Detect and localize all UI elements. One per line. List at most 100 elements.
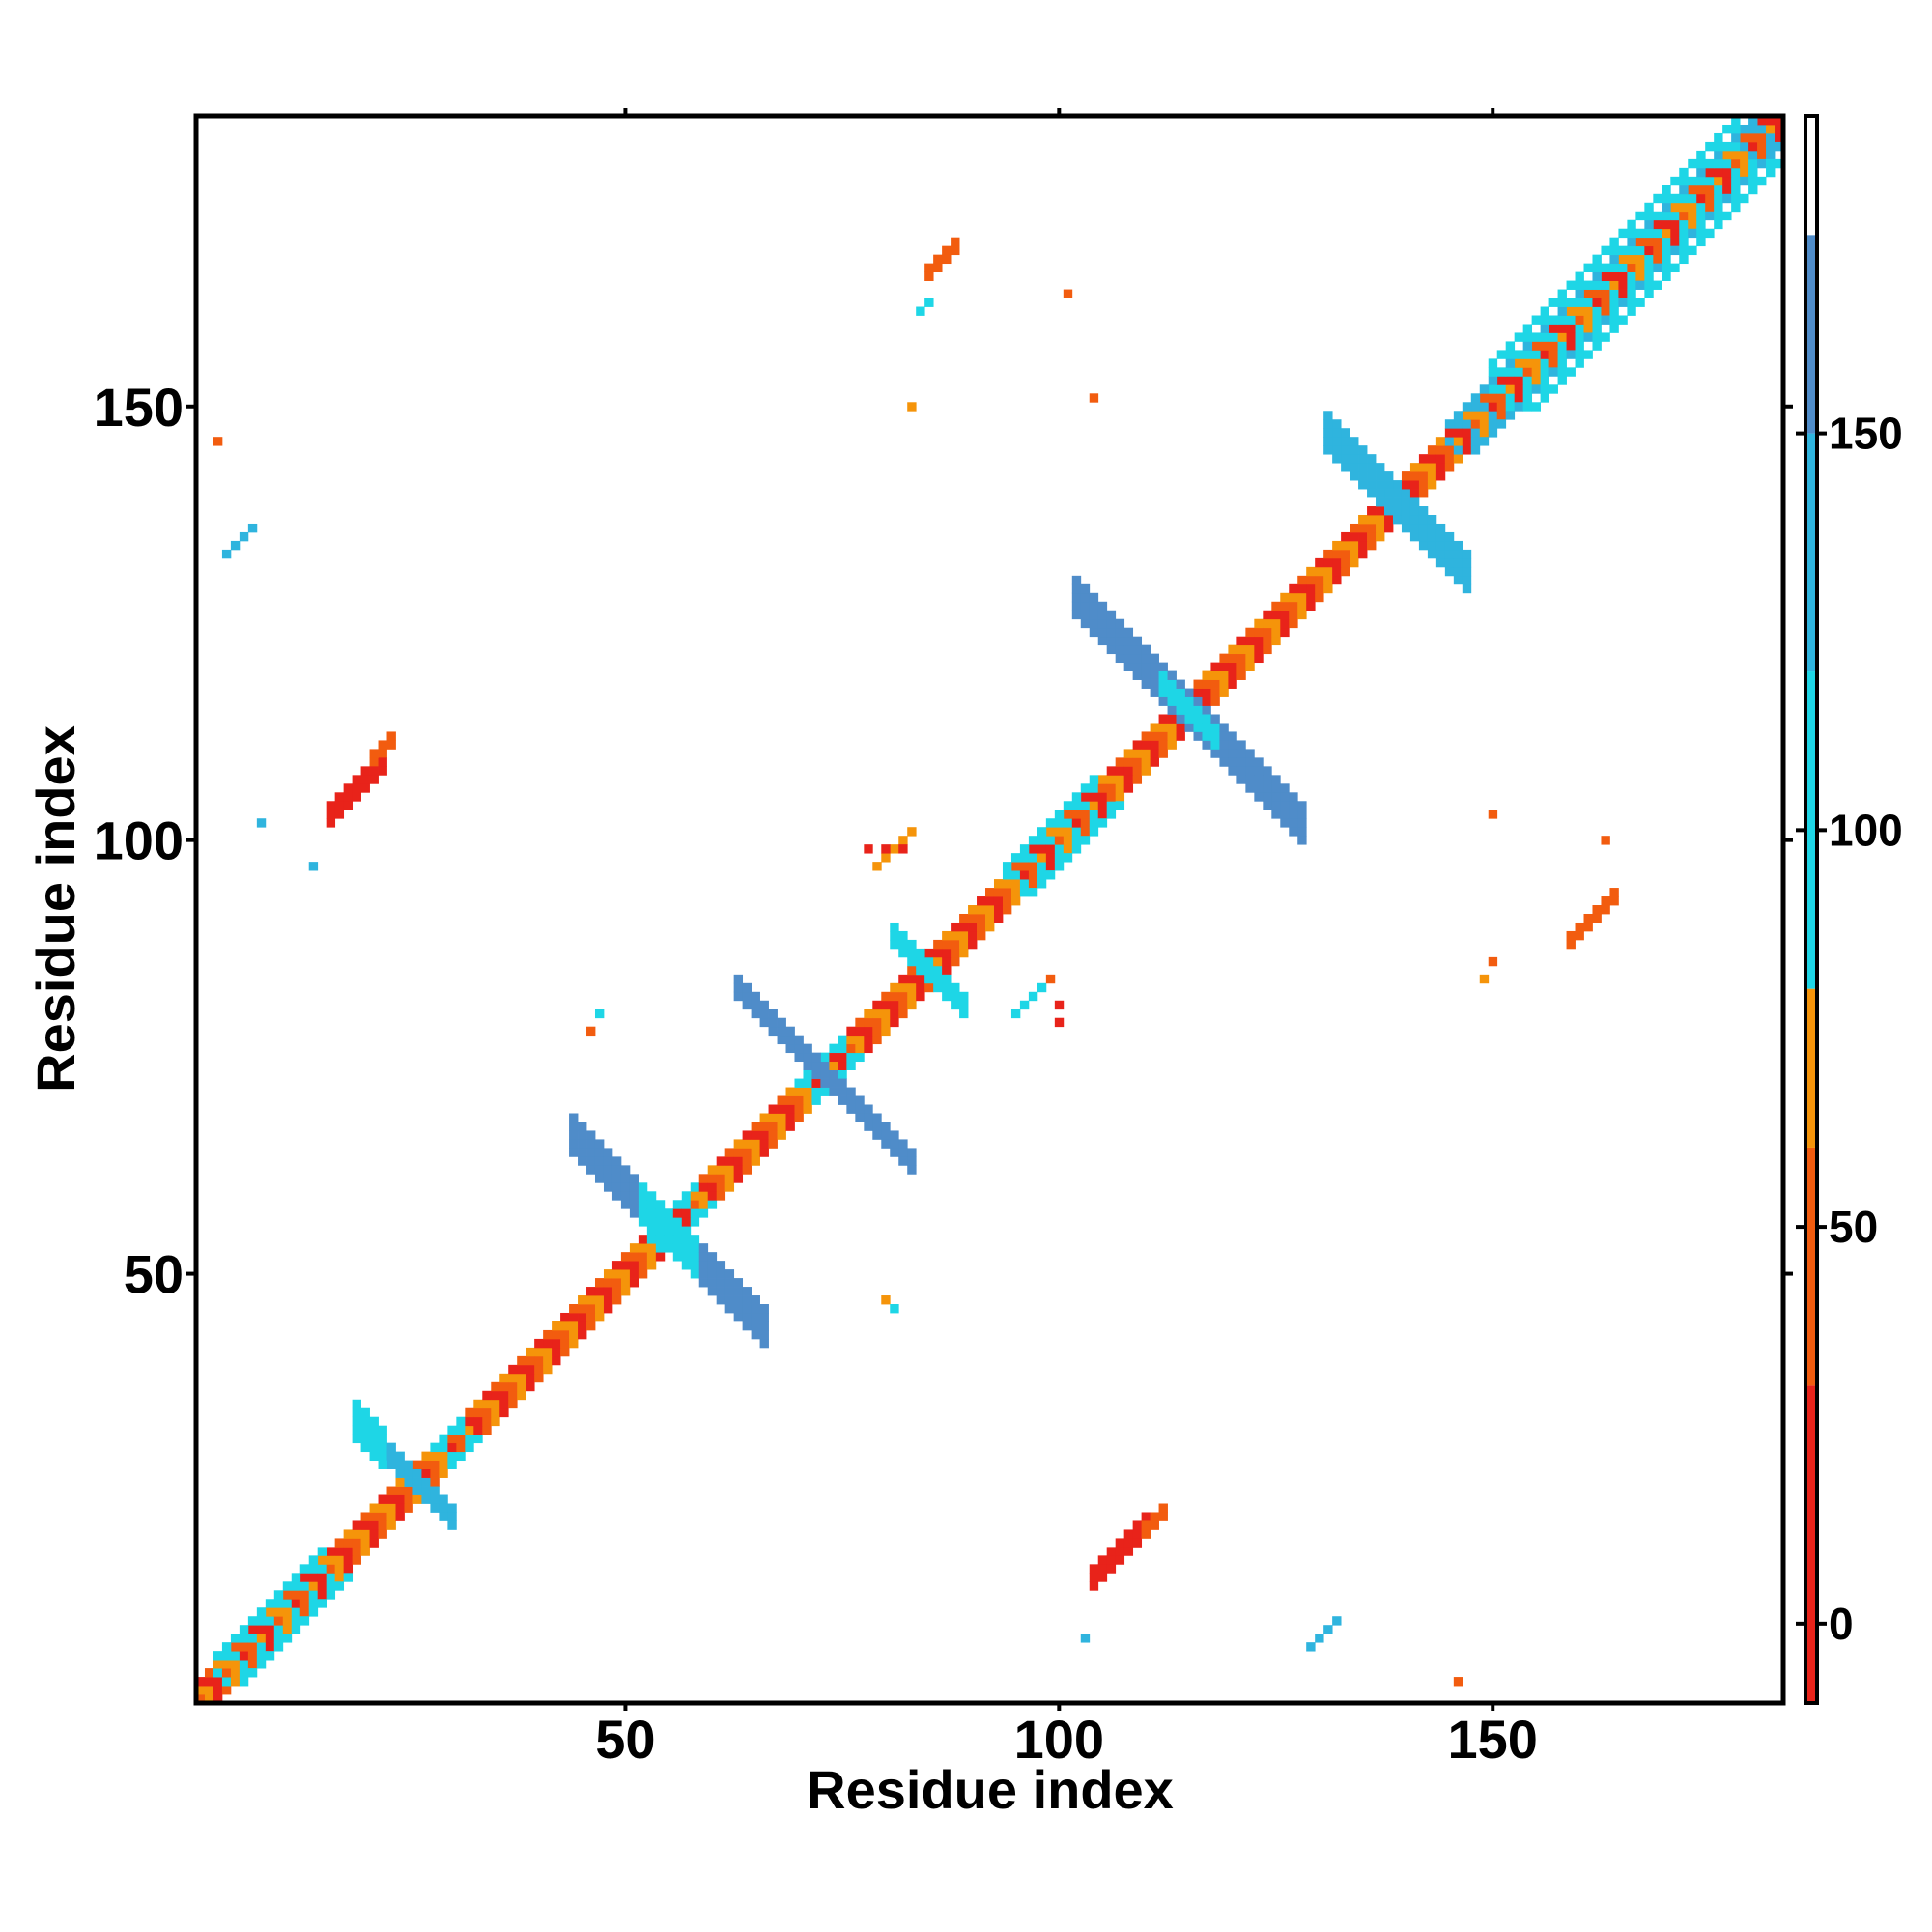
heatmap-cell bbox=[1297, 810, 1307, 819]
heatmap-cell bbox=[890, 1148, 899, 1157]
heatmap-cell bbox=[611, 1278, 622, 1288]
heatmap-cell bbox=[951, 956, 960, 967]
heatmap-cell bbox=[594, 1174, 605, 1183]
heatmap-cell bbox=[1271, 618, 1281, 629]
heatmap-cell bbox=[655, 1208, 666, 1218]
heatmap-cell bbox=[881, 1295, 891, 1305]
heatmap-cell bbox=[334, 1564, 345, 1574]
heatmap-cell bbox=[1592, 263, 1602, 273]
heatmap-cell bbox=[560, 1329, 570, 1340]
heatmap-cell bbox=[1462, 445, 1472, 455]
heatmap-cell bbox=[672, 1226, 683, 1236]
heatmap-cell bbox=[993, 879, 1004, 889]
heatmap-cell bbox=[968, 939, 978, 950]
heatmap-cell bbox=[977, 905, 986, 915]
heatmap-cell bbox=[1583, 332, 1593, 342]
heatmap-cell bbox=[1548, 358, 1558, 368]
heatmap-cell bbox=[386, 731, 396, 741]
heatmap-cell bbox=[1427, 540, 1437, 551]
heatmap-cell bbox=[299, 1581, 310, 1591]
heatmap-cell bbox=[560, 1347, 570, 1357]
heatmap-cell bbox=[1714, 141, 1723, 152]
heatmap-cell bbox=[846, 1104, 856, 1114]
heatmap-cell bbox=[1627, 219, 1636, 230]
heatmap-cell bbox=[1427, 480, 1437, 490]
heatmap-cell bbox=[1592, 289, 1602, 298]
heatmap-cell bbox=[1280, 783, 1290, 793]
heatmap-cell bbox=[1063, 836, 1073, 845]
heatmap-cell bbox=[369, 1425, 379, 1435]
heatmap-cell bbox=[230, 1651, 241, 1661]
heatmap-cell bbox=[1071, 575, 1082, 585]
heatmap-cell bbox=[638, 1182, 648, 1192]
heatmap-cell bbox=[1670, 263, 1680, 273]
heatmap-cell bbox=[1540, 306, 1549, 316]
heatmap-cell bbox=[1540, 358, 1549, 368]
heatmap-cell bbox=[1367, 531, 1377, 542]
heatmap-cell bbox=[1289, 818, 1298, 828]
heatmap-cell bbox=[1627, 298, 1636, 307]
heatmap-cell bbox=[526, 1381, 535, 1392]
heatmap-cell bbox=[1202, 705, 1211, 715]
heatmap-cell bbox=[1028, 844, 1038, 854]
heatmap-cell bbox=[846, 1026, 856, 1037]
heatmap-cell bbox=[1748, 167, 1758, 178]
heatmap-cell bbox=[482, 1407, 492, 1418]
heatmap-cell bbox=[1679, 193, 1689, 204]
heatmap-cell bbox=[1132, 653, 1143, 664]
heatmap-cell bbox=[1496, 350, 1507, 359]
heatmap-cell bbox=[1280, 610, 1290, 620]
heatmap-cell bbox=[898, 930, 908, 941]
heatmap-cell bbox=[1540, 384, 1549, 394]
heatmap-cell bbox=[282, 1625, 293, 1634]
heatmap-cell bbox=[898, 1009, 908, 1019]
colorbar-tick-label: 150 bbox=[1829, 409, 1903, 459]
heatmap-cell bbox=[846, 1043, 856, 1054]
heatmap-cell bbox=[1045, 862, 1056, 871]
heatmap-cell bbox=[343, 801, 354, 810]
heatmap-cell bbox=[1635, 237, 1645, 247]
colorbar-band bbox=[1805, 1147, 1817, 1386]
heatmap-cell bbox=[951, 939, 960, 950]
heatmap-cell bbox=[1150, 757, 1159, 767]
heatmap-cell bbox=[1453, 411, 1463, 420]
x-tick-label: 150 bbox=[1448, 1709, 1538, 1770]
heatmap-cell bbox=[690, 1200, 700, 1209]
heatmap-cell bbox=[369, 775, 379, 784]
heatmap-cell bbox=[1488, 810, 1498, 819]
heatmap-cell bbox=[864, 1104, 873, 1114]
heatmap-cell bbox=[1167, 688, 1177, 697]
heatmap-cell bbox=[439, 1503, 448, 1513]
heatmap-cell bbox=[1635, 298, 1645, 307]
heatmap-cell bbox=[1376, 523, 1385, 533]
heatmap-cell bbox=[1670, 219, 1680, 230]
heatmap-cell bbox=[456, 1416, 466, 1427]
heatmap-cell bbox=[256, 1607, 267, 1617]
heatmap-cell bbox=[794, 1043, 804, 1054]
heatmap-cell bbox=[517, 1373, 526, 1383]
heatmap-cell bbox=[1376, 480, 1385, 490]
heatmap-cell bbox=[1115, 653, 1125, 664]
heatmap-cell bbox=[1280, 810, 1290, 819]
heatmap-cell bbox=[872, 1017, 882, 1028]
heatmap-cell bbox=[1115, 757, 1125, 767]
heatmap-cell bbox=[611, 1174, 622, 1183]
heatmap-cell bbox=[1289, 610, 1298, 620]
heatmap-cell bbox=[1245, 757, 1255, 767]
heatmap-cell bbox=[1557, 341, 1567, 351]
heatmap-cell bbox=[308, 862, 319, 871]
heatmap-cell bbox=[1479, 974, 1490, 984]
heatmap-cell bbox=[1228, 740, 1237, 750]
heatmap-cell bbox=[1063, 810, 1073, 819]
heatmap-cell bbox=[378, 1434, 387, 1444]
heatmap-cell bbox=[1688, 219, 1697, 230]
heatmap-cell bbox=[1609, 289, 1619, 298]
heatmap-cell bbox=[959, 948, 969, 958]
heatmap-cell bbox=[1141, 1512, 1151, 1521]
heatmap-cell bbox=[1245, 627, 1255, 638]
heatmap-cell bbox=[1002, 879, 1012, 889]
heatmap-cell bbox=[855, 1043, 865, 1054]
heatmap-cell bbox=[1548, 367, 1558, 377]
heatmap-cell bbox=[282, 1581, 293, 1591]
heatmap-cell bbox=[1670, 228, 1680, 239]
